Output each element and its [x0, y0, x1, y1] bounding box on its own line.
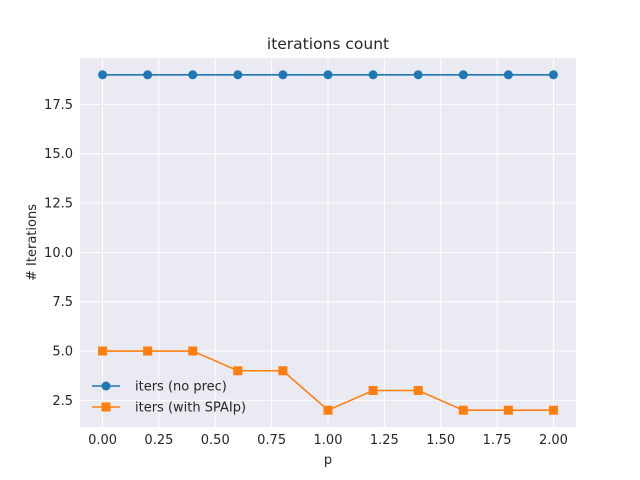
- y-tick-label: 5.0: [52, 345, 73, 360]
- x-tick-label: 2.00: [539, 433, 568, 448]
- x-tick-label: 1.00: [314, 433, 343, 448]
- y-tick-label: 12.5: [44, 197, 73, 212]
- data-point: [188, 346, 198, 356]
- x-tick-label: 1.75: [483, 433, 512, 448]
- data-point: [278, 366, 288, 376]
- data-point: [368, 385, 378, 395]
- series-layer: [98, 70, 558, 415]
- data-point: [458, 70, 468, 80]
- legend-label: iters (with SPAIp): [135, 401, 246, 416]
- legend-label: iters (no prec): [135, 380, 227, 395]
- data-point: [323, 70, 333, 80]
- data-point: [413, 385, 423, 395]
- legend-marker: [101, 402, 111, 412]
- y-tick-label: 10.0: [44, 246, 73, 261]
- data-point: [188, 70, 198, 80]
- data-point: [368, 70, 378, 80]
- data-point: [278, 70, 288, 80]
- x-axis-label: p: [324, 453, 332, 468]
- x-tick-label: 0.00: [88, 433, 117, 448]
- data-point: [98, 70, 108, 80]
- y-tick-label: 2.5: [52, 394, 73, 409]
- data-point: [503, 405, 513, 415]
- data-point: [503, 70, 513, 80]
- data-point: [143, 70, 153, 80]
- x-tick-label: 0.25: [144, 433, 173, 448]
- legend-marker: [101, 381, 111, 391]
- data-point: [323, 405, 333, 415]
- data-point: [233, 70, 243, 80]
- x-tick-label: 0.50: [201, 433, 230, 448]
- y-axis-label: # Iterations: [25, 204, 40, 281]
- data-point: [233, 366, 243, 376]
- data-point: [458, 405, 468, 415]
- data-point: [98, 346, 108, 356]
- y-tick-label: 15.0: [44, 147, 73, 162]
- data-point: [143, 346, 153, 356]
- x-tick-label: 1.25: [370, 433, 399, 448]
- y-tick-label: 7.5: [52, 295, 73, 310]
- chart-title: iterations count: [267, 35, 389, 53]
- data-point: [548, 70, 558, 80]
- x-tick-label: 1.50: [426, 433, 455, 448]
- grid: [80, 58, 576, 427]
- data-point: [413, 70, 423, 80]
- legend-item: iters (no prec): [92, 380, 227, 395]
- y-tick-label: 17.5: [44, 98, 73, 113]
- legend-item: iters (with SPAIp): [92, 401, 246, 416]
- data-point: [548, 405, 558, 415]
- y-axis-ticks: 2.5 5.0 7.5 10.0 12.5 15.0 17.5: [44, 98, 73, 409]
- x-axis-ticks: 0.00 0.25 0.50 0.75 1.00 1.25 1.50 1.75 2.00: [88, 433, 568, 448]
- x-tick-label: 0.75: [257, 433, 286, 448]
- legend: iters (no prec) iters (with SPAIp): [92, 380, 246, 416]
- series-1: [98, 70, 558, 80]
- series-2: [98, 346, 558, 415]
